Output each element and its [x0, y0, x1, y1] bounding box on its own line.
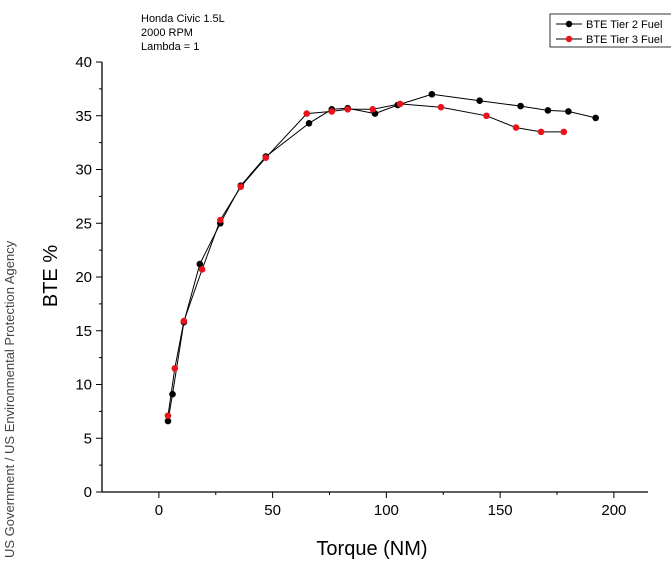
y-axis-title: BTE %	[40, 245, 62, 307]
y-tick-label: 5	[84, 430, 92, 447]
data-point-tier2	[196, 260, 204, 268]
y-tick-label: 0	[84, 484, 92, 501]
data-point-tier3	[328, 108, 336, 115]
legend: BTE Tier 2 Fuel BTE Tier 3 Fuel	[549, 13, 671, 48]
data-point-tier2	[544, 107, 552, 114]
data-point-tier3	[262, 154, 270, 161]
y-tick-label: 35	[75, 108, 92, 125]
data-point-tier2	[169, 390, 176, 398]
data-point-tier2	[476, 97, 483, 104]
x-axis-title: Torque (NM)	[316, 538, 427, 560]
data-point-tier2	[164, 417, 172, 425]
annotation-line-2: 2000 RPM	[141, 27, 193, 39]
annotation-line-3: Lambda = 1	[141, 41, 199, 53]
annotation-line-1: Honda Civic 1.5L	[141, 13, 225, 25]
data-point-tier3	[560, 128, 568, 136]
data-point-tier3	[483, 112, 490, 120]
y-tick-label: 25	[75, 215, 92, 232]
data-point-tier3	[512, 124, 520, 131]
data-point-tier3	[344, 106, 352, 113]
data-point-tier3	[164, 412, 172, 419]
x-tick-label: 150	[488, 502, 513, 519]
y-tick-label: 20	[75, 269, 92, 286]
y-tick-label: 30	[75, 162, 92, 179]
data-point-tier3	[369, 106, 377, 113]
x-tick-label: 200	[601, 502, 626, 519]
data-point-tier2	[428, 90, 436, 98]
data-point-tier3	[171, 365, 179, 372]
y-tick-label: 15	[75, 323, 92, 340]
data-point-tier2	[565, 108, 572, 115]
data-point-tier3	[437, 103, 445, 111]
y-tick-label: 10	[75, 377, 92, 394]
data-point-tier2	[305, 119, 313, 127]
data-point-tier2	[517, 102, 524, 110]
data-point-tier3	[303, 110, 311, 117]
plot-background	[37, 12, 671, 561]
series-layer	[164, 90, 599, 425]
legend-label-tier3: BTE Tier 3 Fuel	[586, 34, 662, 46]
data-point-tier3	[180, 317, 188, 325]
y-axis-ticks: 0 5 10 15 20 25 30 35 40	[75, 54, 102, 501]
data-point-tier3	[237, 183, 245, 190]
data-point-tier2	[592, 114, 599, 122]
x-tick-label: 0	[155, 502, 163, 519]
series-line-tier2	[167, 93, 596, 422]
data-point-tier3	[198, 266, 206, 273]
data-point-tier3	[396, 100, 404, 108]
data-point-tier3	[537, 128, 545, 136]
x-axis-ticks: 0 50 100 150 200	[155, 492, 626, 519]
legend-marker-tier3	[565, 35, 573, 43]
image-credit: US Government / US Environmental Protect…	[2, 240, 17, 558]
x-tick-label: 50	[264, 502, 281, 519]
legend-label-tier2: BTE Tier 2 Fuel	[586, 19, 662, 31]
legend-marker-tier2	[565, 20, 573, 28]
y-tick-label: 40	[75, 54, 92, 71]
data-point-tier3	[217, 216, 224, 224]
x-tick-label: 100	[374, 502, 399, 519]
